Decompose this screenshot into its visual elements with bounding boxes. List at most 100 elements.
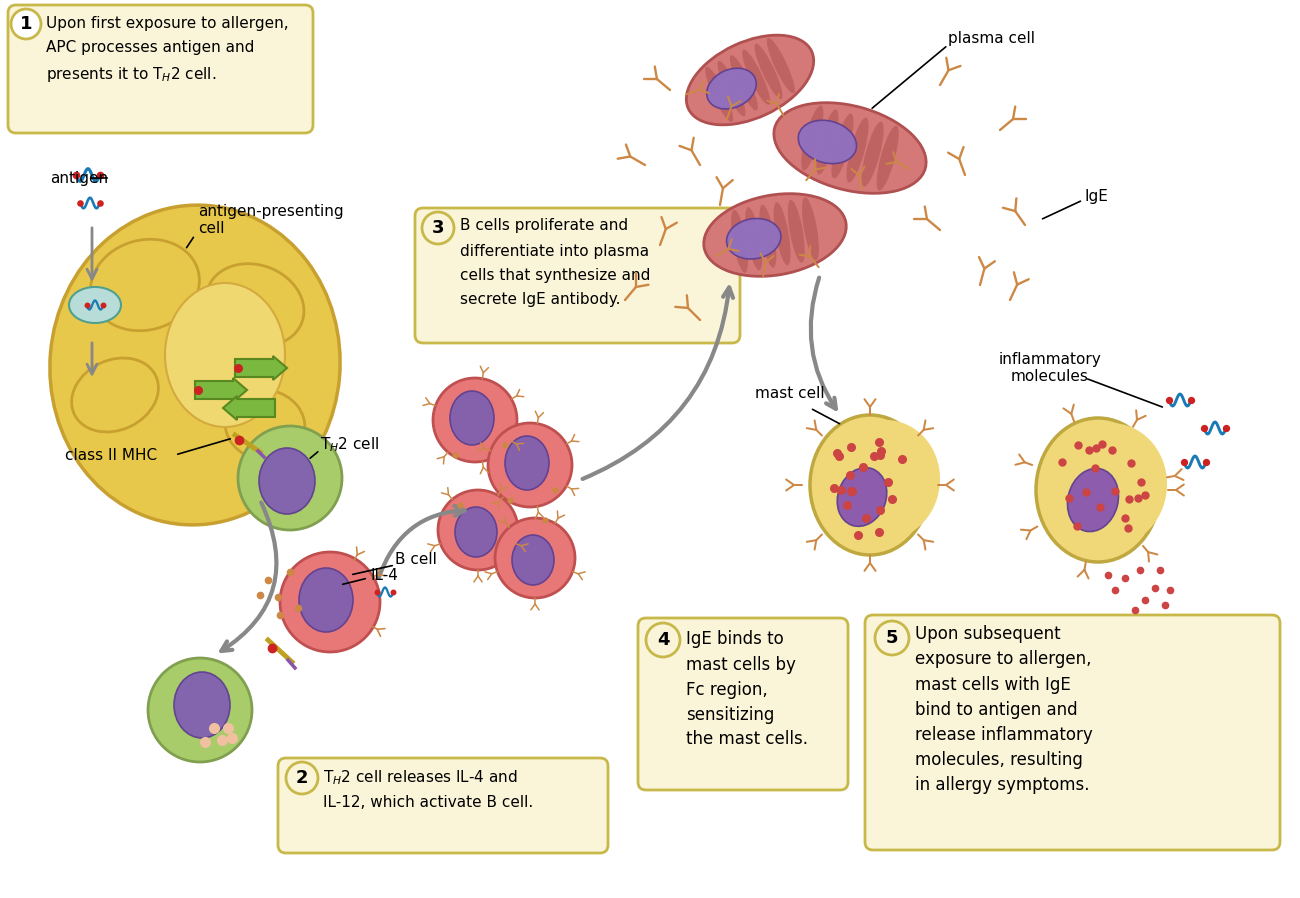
Ellipse shape bbox=[876, 126, 898, 190]
Text: the mast cells.: the mast cells. bbox=[686, 730, 809, 748]
FancyArrow shape bbox=[224, 396, 276, 420]
FancyArrow shape bbox=[235, 356, 287, 380]
Text: 4: 4 bbox=[656, 631, 670, 649]
Circle shape bbox=[280, 552, 380, 652]
Text: IgE binds to: IgE binds to bbox=[686, 630, 784, 648]
Text: T$_H$2 cell: T$_H$2 cell bbox=[320, 436, 380, 454]
Text: release inflammatory: release inflammatory bbox=[915, 726, 1093, 744]
Circle shape bbox=[148, 658, 252, 762]
Text: 1: 1 bbox=[20, 15, 32, 33]
Ellipse shape bbox=[745, 207, 762, 270]
Ellipse shape bbox=[504, 436, 549, 490]
Ellipse shape bbox=[707, 68, 757, 109]
Text: plasma cell: plasma cell bbox=[948, 31, 1035, 46]
Ellipse shape bbox=[727, 218, 781, 259]
Text: T$_H$2 cell releases IL-4 and: T$_H$2 cell releases IL-4 and bbox=[322, 768, 517, 787]
Text: class II MHC: class II MHC bbox=[65, 447, 157, 462]
Ellipse shape bbox=[846, 118, 868, 182]
Text: in allergy symptoms.: in allergy symptoms. bbox=[915, 776, 1089, 794]
Text: antigen: antigen bbox=[49, 171, 108, 186]
Circle shape bbox=[646, 623, 680, 657]
Ellipse shape bbox=[837, 468, 887, 526]
Ellipse shape bbox=[91, 239, 199, 330]
Ellipse shape bbox=[810, 415, 930, 555]
Text: Upon first exposure to allergen,: Upon first exposure to allergen, bbox=[46, 16, 289, 31]
Ellipse shape bbox=[512, 535, 554, 585]
Text: B cells proliferate and: B cells proliferate and bbox=[460, 218, 628, 233]
Circle shape bbox=[495, 518, 575, 598]
Ellipse shape bbox=[802, 198, 819, 260]
Text: 5: 5 bbox=[885, 629, 898, 647]
Ellipse shape bbox=[705, 66, 733, 122]
Text: differentiate into plasma: differentiate into plasma bbox=[460, 244, 649, 259]
Ellipse shape bbox=[225, 390, 306, 460]
FancyBboxPatch shape bbox=[8, 5, 313, 133]
Ellipse shape bbox=[1036, 418, 1160, 562]
Ellipse shape bbox=[798, 120, 857, 163]
Ellipse shape bbox=[801, 105, 823, 171]
Text: APC processes antigen and: APC processes antigen and bbox=[46, 40, 255, 55]
Text: presents it to T$_H$2 cell.: presents it to T$_H$2 cell. bbox=[46, 65, 216, 84]
Text: IgE: IgE bbox=[1086, 189, 1109, 204]
Text: antigen-presenting
cell: antigen-presenting cell bbox=[198, 204, 343, 236]
Ellipse shape bbox=[729, 55, 758, 110]
Circle shape bbox=[286, 762, 318, 794]
Ellipse shape bbox=[450, 391, 494, 445]
Ellipse shape bbox=[703, 194, 846, 277]
Ellipse shape bbox=[49, 205, 341, 525]
Circle shape bbox=[238, 426, 342, 530]
Ellipse shape bbox=[165, 283, 285, 427]
Ellipse shape bbox=[1067, 469, 1118, 532]
Text: 2: 2 bbox=[296, 769, 308, 787]
Ellipse shape bbox=[788, 199, 805, 263]
Ellipse shape bbox=[299, 568, 354, 632]
Circle shape bbox=[433, 378, 517, 462]
Ellipse shape bbox=[829, 420, 940, 540]
Ellipse shape bbox=[759, 205, 776, 268]
Text: Upon subsequent: Upon subsequent bbox=[915, 625, 1061, 643]
Circle shape bbox=[488, 423, 572, 507]
FancyBboxPatch shape bbox=[638, 618, 848, 790]
Ellipse shape bbox=[69, 287, 121, 323]
Text: inflammatory
molecules: inflammatory molecules bbox=[998, 352, 1101, 384]
Circle shape bbox=[875, 621, 909, 655]
Text: IL-4: IL-4 bbox=[370, 568, 398, 583]
Circle shape bbox=[10, 9, 42, 39]
Circle shape bbox=[422, 212, 454, 244]
Ellipse shape bbox=[1053, 423, 1167, 547]
Ellipse shape bbox=[174, 672, 230, 738]
Ellipse shape bbox=[816, 110, 838, 174]
Ellipse shape bbox=[718, 61, 745, 117]
FancyArrow shape bbox=[195, 378, 247, 402]
Text: cells that synthesize and: cells that synthesize and bbox=[460, 268, 650, 283]
Ellipse shape bbox=[455, 507, 497, 557]
Text: sensitizing: sensitizing bbox=[686, 706, 775, 724]
Ellipse shape bbox=[731, 210, 747, 273]
FancyBboxPatch shape bbox=[278, 758, 608, 853]
FancyBboxPatch shape bbox=[864, 615, 1280, 850]
Text: mast cells with IgE: mast cells with IgE bbox=[915, 676, 1071, 694]
Text: secrete IgE antibody.: secrete IgE antibody. bbox=[460, 292, 620, 307]
Ellipse shape bbox=[207, 264, 304, 347]
FancyBboxPatch shape bbox=[415, 208, 740, 343]
Ellipse shape bbox=[742, 49, 770, 105]
Text: mast cells by: mast cells by bbox=[686, 656, 796, 674]
Ellipse shape bbox=[862, 121, 884, 187]
Ellipse shape bbox=[832, 113, 854, 179]
Text: B cell: B cell bbox=[395, 552, 437, 568]
Text: mast cell: mast cell bbox=[755, 385, 824, 401]
Ellipse shape bbox=[686, 35, 814, 125]
Text: exposure to allergen,: exposure to allergen, bbox=[915, 650, 1092, 668]
Ellipse shape bbox=[754, 44, 783, 99]
Ellipse shape bbox=[774, 102, 926, 193]
Ellipse shape bbox=[72, 358, 159, 432]
Ellipse shape bbox=[259, 448, 315, 514]
Text: bind to antigen and: bind to antigen and bbox=[915, 701, 1078, 719]
Circle shape bbox=[438, 490, 517, 570]
Text: molecules, resulting: molecules, resulting bbox=[915, 751, 1083, 769]
Ellipse shape bbox=[774, 202, 790, 265]
Text: IL-12, which activate B cell.: IL-12, which activate B cell. bbox=[322, 795, 533, 810]
Text: Fc region,: Fc region, bbox=[686, 681, 768, 699]
Ellipse shape bbox=[767, 38, 794, 93]
Text: 3: 3 bbox=[432, 219, 445, 237]
